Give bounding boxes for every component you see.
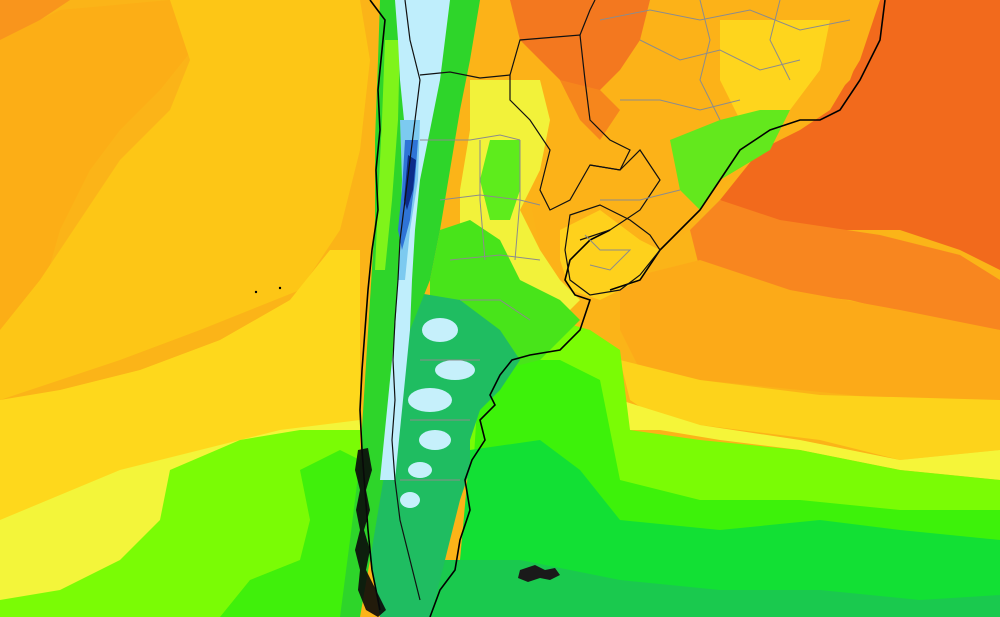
land-green-highlands: [670, 110, 790, 210]
pacific-green-band: [220, 450, 360, 617]
land-hot-core-2: [560, 80, 620, 140]
country-borders: [391, 0, 661, 601]
land-yellow-interior: [720, 20, 830, 130]
bolivia-brazil-border: [579, 0, 596, 36]
atlantic-coastline-uruguay-brazil: [609, 0, 886, 291]
atlantic-orange: [690, 200, 1000, 330]
pacific-lime-band: [0, 430, 360, 617]
atlantic-sea-green: [430, 560, 1000, 617]
chilean-fjords: [355, 448, 386, 617]
argentina-brazil-border: [579, 149, 661, 241]
uruguay-border: [564, 204, 661, 296]
land-hot-core: [510, 0, 650, 110]
andes-lime-foothills: [375, 40, 400, 270]
province-borders: [400, 0, 851, 481]
land-pampas-green: [480, 140, 520, 220]
andes-ice-band: [380, 0, 450, 480]
pacific-gold-band: [0, 0, 370, 400]
chile-argentina-border: [391, 0, 421, 601]
andes-navy-peaks: [404, 155, 416, 210]
patagonia-snow-patches: [400, 318, 475, 508]
atlantic-gold: [620, 360, 1000, 460]
atlantic-mid-green: [460, 440, 1000, 600]
atlantic-amber: [620, 260, 1000, 400]
pacific-islands: [254, 286, 282, 294]
land-uruguay-yellow: [560, 210, 660, 300]
pacific-yellow-band: [0, 250, 360, 530]
atlantic-yellow: [620, 400, 1000, 480]
atlantic-coastline-argentina: [429, 229, 611, 617]
land-patagonia: [370, 290, 520, 617]
atlantic-deep-orange: [720, 0, 1000, 270]
pacific-amber-band: [0, 0, 200, 400]
bolivia-argentina-border: [419, 71, 511, 79]
falkland-islands: [518, 565, 560, 582]
